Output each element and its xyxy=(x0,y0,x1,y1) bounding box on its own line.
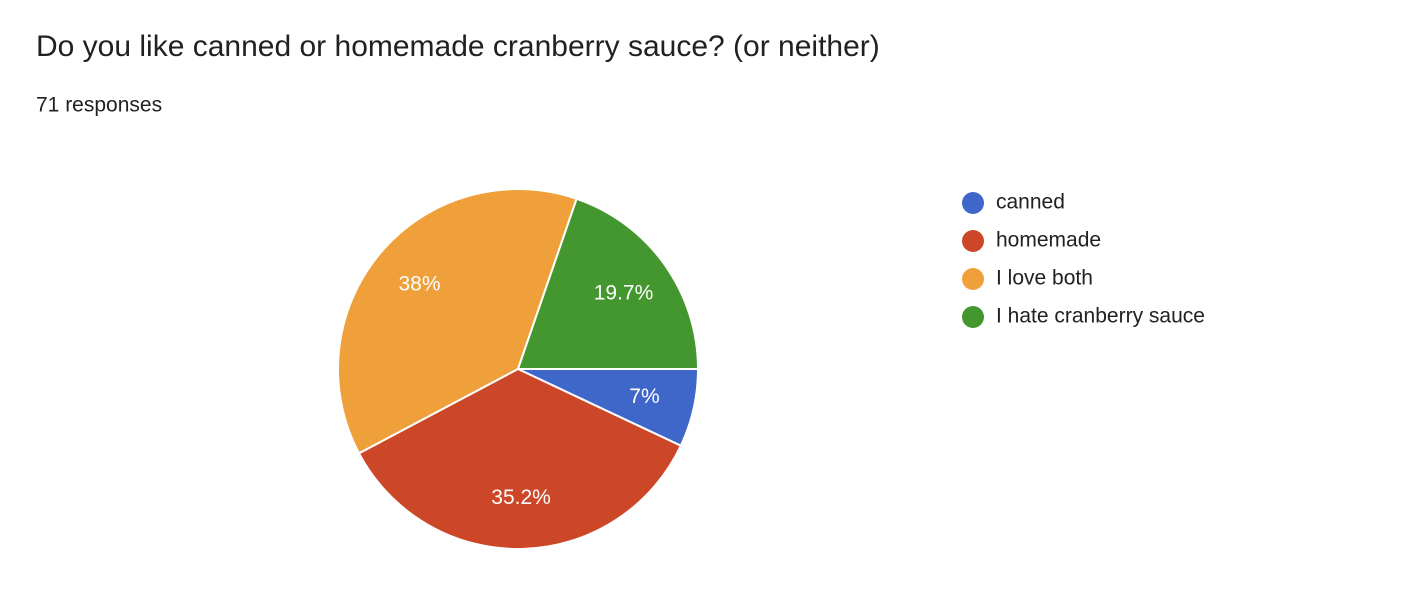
legend-label: I love both xyxy=(996,267,1093,290)
slice-label: 35.2% xyxy=(491,486,551,509)
legend-label: I hate cranberry sauce xyxy=(996,305,1205,328)
slice-label: 19.7% xyxy=(594,281,654,304)
legend-swatch xyxy=(962,230,984,252)
legend-label: homemade xyxy=(996,229,1101,252)
chart-title: Do you like canned or homemade cranberry… xyxy=(36,30,880,63)
pie-slice xyxy=(357,367,683,550)
legend-swatch xyxy=(962,306,984,328)
slice-label: 7% xyxy=(629,385,659,408)
legend-label: canned xyxy=(996,191,1065,214)
pie-slice xyxy=(337,188,578,455)
pie-slice xyxy=(516,197,700,370)
slice-label: 38% xyxy=(398,272,440,295)
chart-subtitle: 71 responses xyxy=(36,94,162,117)
legend-swatch xyxy=(962,192,984,214)
legend-swatch xyxy=(962,268,984,290)
